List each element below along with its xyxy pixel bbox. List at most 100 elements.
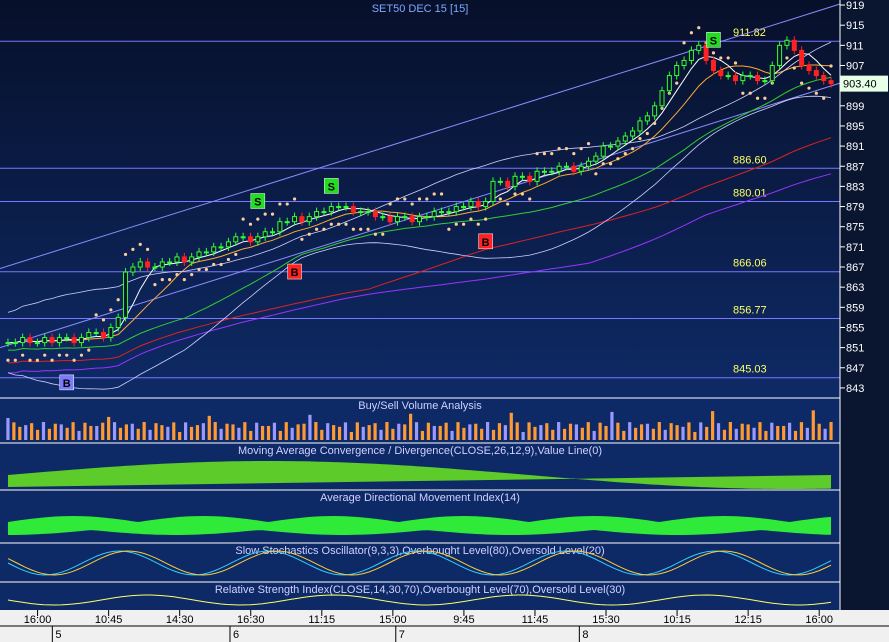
- price-tick-label: 863: [846, 282, 864, 294]
- volume-bar: [41, 422, 46, 440]
- ma-red-line: [8, 137, 832, 364]
- sar-dot: [689, 31, 694, 35]
- volume-bar: [657, 422, 661, 440]
- candle-body: [637, 120, 643, 132]
- sar-dot: [785, 56, 789, 60]
- signal-label: B: [482, 237, 490, 249]
- sar-dot: [506, 202, 510, 206]
- volume-bar: [740, 423, 744, 440]
- candle-body: [652, 105, 658, 117]
- candle-body: [20, 337, 26, 344]
- candle-body: [27, 337, 33, 344]
- volume-bar: [195, 425, 200, 440]
- volume-bar: [130, 423, 134, 440]
- candle-body: [453, 206, 459, 213]
- candle-body: [556, 165, 562, 172]
- sar-dot: [675, 81, 679, 85]
- bollinger-upper-line: [7, 41, 832, 313]
- price-axis-background: [840, 0, 889, 626]
- volume-bar: [639, 424, 644, 440]
- time-tick-label: 15:00: [379, 614, 407, 626]
- candle-body: [78, 337, 84, 344]
- volume-bar: [231, 424, 235, 440]
- sar-dot: [439, 192, 444, 196]
- sar-dot: [608, 162, 613, 166]
- candle-body: [799, 49, 805, 66]
- sar-dot: [94, 313, 98, 317]
- sar-dot: [601, 162, 605, 166]
- sar-dot: [755, 96, 760, 100]
- sar-dot: [263, 212, 267, 216]
- panel-title: Relative Strength Index(CLOSE,14,30,70),…: [215, 584, 625, 596]
- sar-dot: [145, 247, 150, 251]
- sar-dot: [542, 152, 547, 156]
- volume-bar: [420, 430, 425, 440]
- volume-bar: [663, 429, 667, 440]
- candle-body: [196, 251, 202, 258]
- candle-body: [791, 39, 797, 51]
- volume-bar: [172, 422, 176, 440]
- price-tick-label: 907: [846, 60, 864, 72]
- volume-bar: [414, 422, 419, 440]
- volume-bar: [705, 426, 709, 440]
- candle-body: [769, 64, 775, 82]
- candle-body: [688, 49, 694, 61]
- candle-body: [571, 165, 577, 172]
- volume-bar: [562, 428, 567, 440]
- time-tick-label: 9:45: [453, 614, 474, 626]
- sar-dot: [366, 227, 370, 231]
- sar-dot: [278, 202, 282, 206]
- sar-dot: [454, 222, 458, 226]
- candle-body: [49, 337, 55, 344]
- volume-bar: [124, 424, 128, 440]
- volume-bar: [527, 422, 531, 440]
- volume-bar: [574, 424, 579, 440]
- candle-body: [600, 145, 606, 157]
- sar-dot: [564, 147, 569, 151]
- sar-dot: [87, 348, 91, 352]
- sar-dot: [425, 197, 429, 201]
- candle-body: [409, 216, 415, 223]
- volume-bar: [651, 428, 655, 440]
- sar-dot: [43, 353, 47, 357]
- sar-dot: [594, 172, 598, 176]
- volume-bar: [213, 422, 217, 440]
- candle-body: [813, 70, 819, 77]
- volume-bar: [634, 427, 638, 440]
- sar-dot: [631, 147, 635, 151]
- sar-dot: [513, 192, 517, 196]
- sar-dot: [226, 257, 231, 262]
- candle-body: [12, 342, 18, 345]
- volume-bar: [462, 427, 466, 440]
- sar-dot: [197, 267, 201, 272]
- volume-bar: [12, 422, 16, 440]
- sar-dot: [160, 278, 164, 282]
- sar-dot: [653, 121, 657, 126]
- sar-dot: [234, 252, 238, 257]
- level-label: 856.77: [733, 305, 767, 317]
- volume-bar: [30, 423, 34, 440]
- sar-dot: [572, 152, 576, 156]
- sar-dot: [814, 91, 818, 95]
- volume-bar: [503, 425, 507, 440]
- price-tick-label: 915: [846, 20, 864, 32]
- volume-bar: [799, 422, 804, 440]
- sar-dot: [638, 136, 642, 141]
- candle-body: [100, 332, 106, 339]
- last-price-label: 903.40: [843, 79, 877, 91]
- volume-bar: [515, 422, 519, 440]
- candle-body: [578, 165, 584, 172]
- sar-dot: [285, 202, 289, 206]
- sar-dot: [719, 56, 723, 60]
- sar-dot: [417, 197, 422, 201]
- sar-dot: [204, 267, 208, 272]
- volume-bar: [545, 423, 549, 440]
- volume-bar: [302, 423, 306, 440]
- candle-body: [710, 59, 716, 72]
- candle-body: [115, 316, 121, 328]
- volume-bar: [272, 422, 277, 440]
- volume-bar: [296, 424, 300, 440]
- candle-body: [519, 175, 525, 178]
